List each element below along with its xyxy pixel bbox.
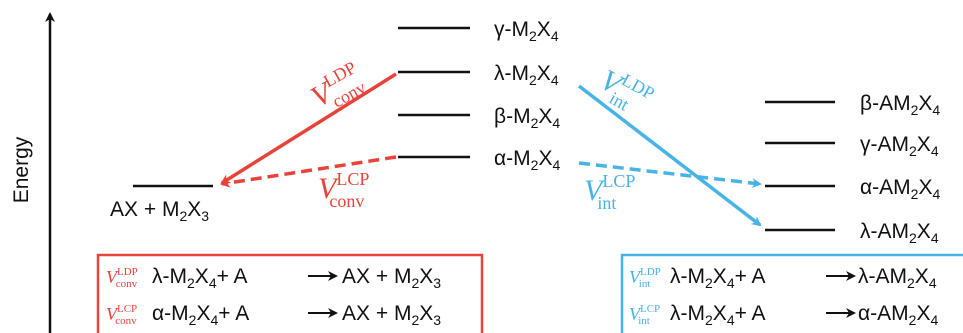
arrow-conv-lcp [220, 155, 397, 188]
label-alpha-am2x4: α-AM2X4 [860, 176, 940, 202]
svg-text:λ-M2X4+ A: λ-M2X4+ A [670, 302, 766, 328]
svg-text:AX + M2X3: AX + M2X3 [342, 302, 441, 328]
label-v-conv-lcp: VLCP conv [318, 169, 369, 211]
svg-text:α-AM2X4: α-AM2X4 [858, 302, 938, 328]
svg-text:λ-M2X4+ A: λ-M2X4+ A [152, 265, 248, 291]
legend-box-intercalation [620, 253, 963, 333]
arrow-int-ldp [577, 84, 762, 227]
label-v-conv-ldp: VLDPconv [304, 57, 370, 119]
legend-box-conversion [96, 253, 484, 333]
label-v-int-ldp: VLDPint [592, 61, 658, 123]
label-gamma-m2x4: γ-M2X4 [494, 18, 559, 44]
label-alpha-m2x4: α-M2X4 [494, 147, 560, 173]
label-ax-m2x3: AX + M2X3 [110, 198, 209, 224]
svg-text:VLDPconv: VLDP conv [106, 266, 138, 290]
label-v-int-lcp: VLCP int [584, 171, 635, 213]
energy-axis-label: Energy [10, 136, 33, 203]
legend-row-conv-lcp: VLCP conv α-M2X4+ A AX + M2X3 [106, 302, 441, 328]
svg-text:λ-AM2X4: λ-AM2X4 [858, 265, 937, 291]
svg-text:λ-M2X4+ A: λ-M2X4+ A [670, 265, 766, 291]
label-lambda-m2x4: λ-M2X4 [494, 62, 559, 88]
label-beta-am2x4: β-AM2X4 [860, 92, 940, 118]
legend-row-int-ldp: VLDP int λ-M2X4+ A λ-AM2X4 [629, 265, 937, 291]
label-gamma-am2x4: γ-AM2X4 [860, 133, 939, 159]
svg-text:AX + M2X3: AX + M2X3 [342, 265, 441, 291]
legend-row-conv-ldp: VLDP conv λ-M2X4+ A AX + M2X3 [106, 265, 441, 291]
label-beta-m2x4: β-M2X4 [494, 105, 560, 131]
arrow-conv-ldp [220, 72, 397, 185]
arrow-int-lcp [578, 161, 762, 189]
legend-row-int-lcp: VLCP int λ-M2X4+ A α-AM2X4 [629, 302, 938, 328]
svg-text:α-M2X4+ A: α-M2X4+ A [152, 302, 249, 328]
label-lambda-am2x4: λ-AM2X4 [860, 220, 939, 246]
svg-text:VLDPint: VLDP int [629, 266, 661, 290]
